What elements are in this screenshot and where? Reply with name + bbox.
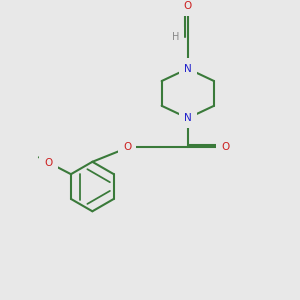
Text: N: N [184,64,192,74]
Text: O: O [123,142,131,152]
Text: O: O [184,1,192,11]
Text: O: O [45,158,53,167]
Text: O: O [222,142,230,152]
Text: H: H [172,32,179,42]
Text: N: N [184,113,192,123]
